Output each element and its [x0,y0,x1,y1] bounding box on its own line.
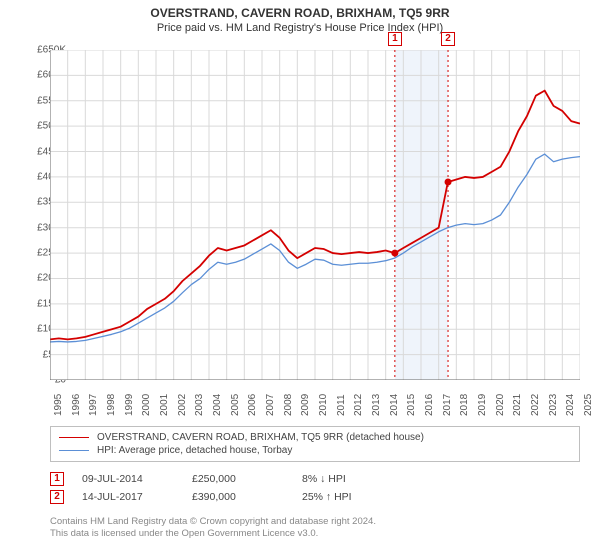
x-tick-label: 2024 [565,394,576,416]
x-tick-label: 2006 [247,394,258,416]
legend-label: OVERSTRAND, CAVERN ROAD, BRIXHAM, TQ5 9R… [97,432,424,443]
legend-swatch [59,437,89,438]
x-tick-label: 2022 [530,394,541,416]
x-tick-label: 2025 [583,394,594,416]
legend-swatch [59,450,89,451]
x-tick-label: 2019 [477,394,488,416]
chart-subtitle: Price paid vs. HM Land Registry's House … [0,20,600,34]
transaction-delta: 25% ↑ HPI [302,491,452,503]
x-tick-label: 1998 [106,394,117,416]
x-tick-label: 2015 [406,394,417,416]
x-tick-label: 2011 [336,394,347,416]
transaction-row: 2 14-JUL-2017£390,00025% ↑ HPI [50,488,580,506]
sale-marker-1: 1 [388,32,402,46]
footer-line-1: Contains HM Land Registry data © Crown c… [50,516,580,528]
x-tick-label: 2012 [353,394,364,416]
legend: OVERSTRAND, CAVERN ROAD, BRIXHAM, TQ5 9R… [50,426,580,462]
chart-container: OVERSTRAND, CAVERN ROAD, BRIXHAM, TQ5 9R… [0,0,600,560]
x-axis-labels: 1995 1996 1997 1998 1999 2000 2001 2002 2003 2004… [50,384,580,424]
transactions-table: 1 09-JUL-2014£250,0008% ↓ HPI 2 14-JUL-2017… [50,470,580,506]
x-tick-label: 1999 [124,394,135,416]
x-tick-label: 2014 [389,394,400,416]
x-tick-label: 2000 [141,394,152,416]
transaction-delta: 8% ↓ HPI [302,473,452,485]
x-tick-label: 2002 [177,394,188,416]
footer-line-2: This data is licensed under the Open Gov… [50,528,580,540]
legend-label: HPI: Average price, detached house, Torb… [97,445,292,456]
x-tick-label: 2016 [424,394,435,416]
transaction-date: 09-JUL-2014 [82,473,192,485]
x-tick-label: 2010 [318,394,329,416]
x-tick-label: 1996 [71,394,82,416]
transaction-date: 14-JUL-2017 [82,491,192,503]
footer: Contains HM Land Registry data © Crown c… [50,516,580,541]
transaction-marker: 1 [50,472,64,486]
transaction-row: 1 09-JUL-2014£250,0008% ↓ HPI [50,470,580,488]
x-tick-label: 2013 [371,394,382,416]
x-tick-label: 2008 [283,394,294,416]
sale-marker-2: 2 [441,32,455,46]
x-tick-label: 2023 [548,394,559,416]
x-tick-label: 2009 [300,394,311,416]
x-tick-label: 2005 [230,394,241,416]
chart-svg [50,50,580,380]
legend-item: HPI: Average price, detached house, Torb… [59,444,571,457]
x-tick-label: 2020 [495,394,506,416]
x-tick-label: 2018 [459,394,470,416]
transaction-marker: 2 [50,490,64,504]
x-tick-label: 2007 [265,394,276,416]
x-tick-label: 1995 [53,394,64,416]
legend-item: OVERSTRAND, CAVERN ROAD, BRIXHAM, TQ5 9R… [59,431,571,444]
transaction-price: £250,000 [192,473,302,485]
x-tick-label: 2004 [212,394,223,416]
plot-area: 12 [50,50,580,380]
transaction-price: £390,000 [192,491,302,503]
x-tick-label: 2001 [159,394,170,416]
x-tick-label: 1997 [88,394,99,416]
x-tick-label: 2017 [442,394,453,416]
x-tick-label: 2003 [194,394,205,416]
chart-title: OVERSTRAND, CAVERN ROAD, BRIXHAM, TQ5 9R… [0,0,600,20]
x-tick-label: 2021 [512,394,523,416]
